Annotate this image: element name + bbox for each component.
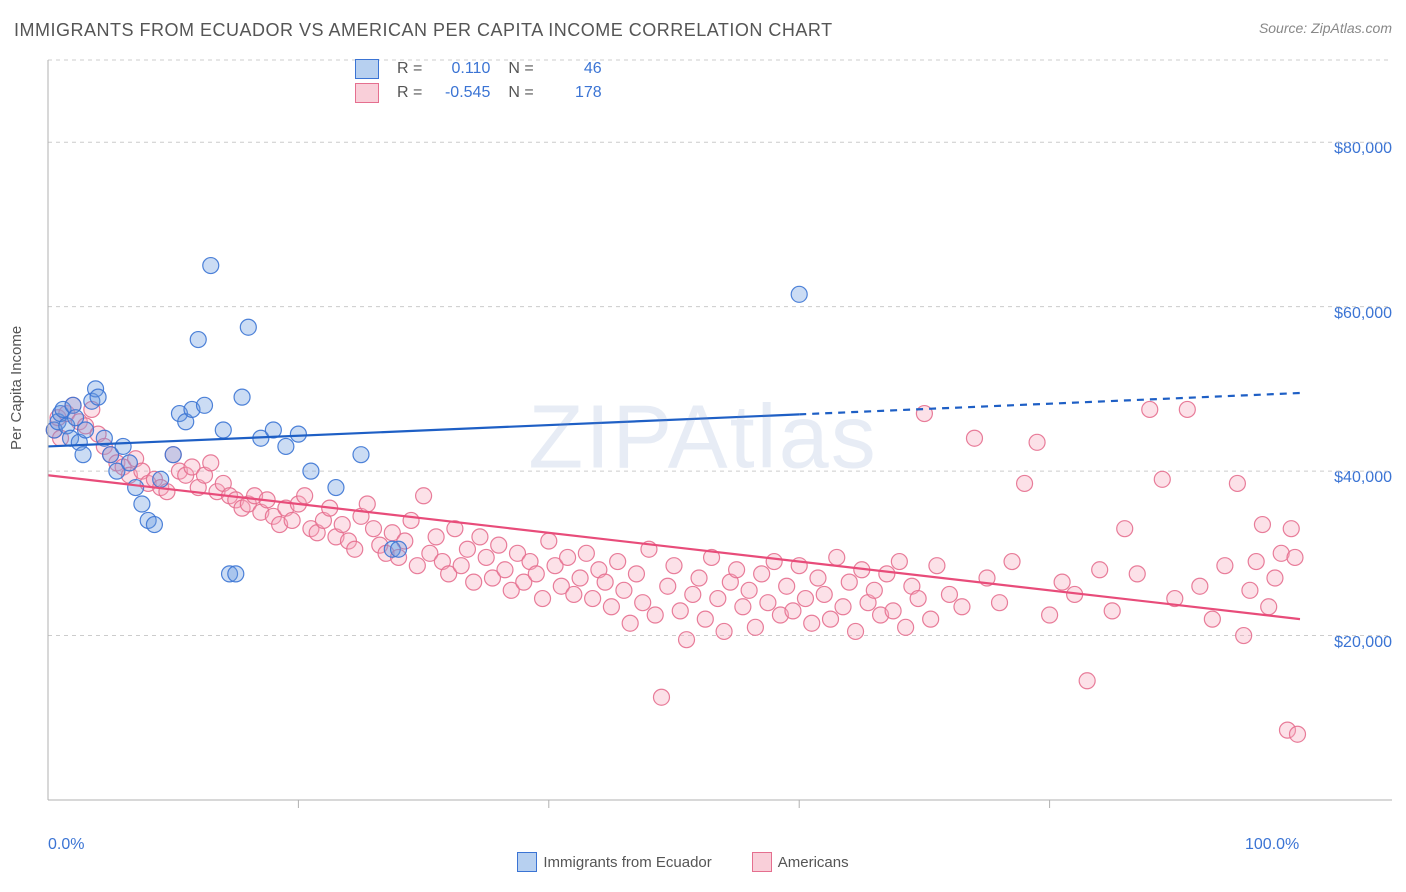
scatter-plot — [0, 0, 1406, 892]
legend-swatch — [355, 59, 379, 79]
legend-n-value: 178 — [552, 84, 602, 102]
legend-row: R = 0.110 N = 46 — [347, 58, 610, 80]
legend-r-value: -0.545 — [440, 84, 490, 102]
legend-r-label: R = — [389, 58, 430, 80]
legend-r-label: R = — [389, 82, 430, 104]
legend-n-label: N = — [500, 58, 541, 80]
correlation-legend: R = 0.110 N = 46 R = -0.545 N = 178 — [345, 56, 612, 106]
legend-swatch — [355, 83, 379, 103]
legend-n-label: N = — [500, 82, 541, 104]
legend-r-value: 0.110 — [440, 60, 490, 78]
legend-n-value: 46 — [552, 60, 602, 78]
legend-row: R = -0.545 N = 178 — [347, 82, 610, 104]
